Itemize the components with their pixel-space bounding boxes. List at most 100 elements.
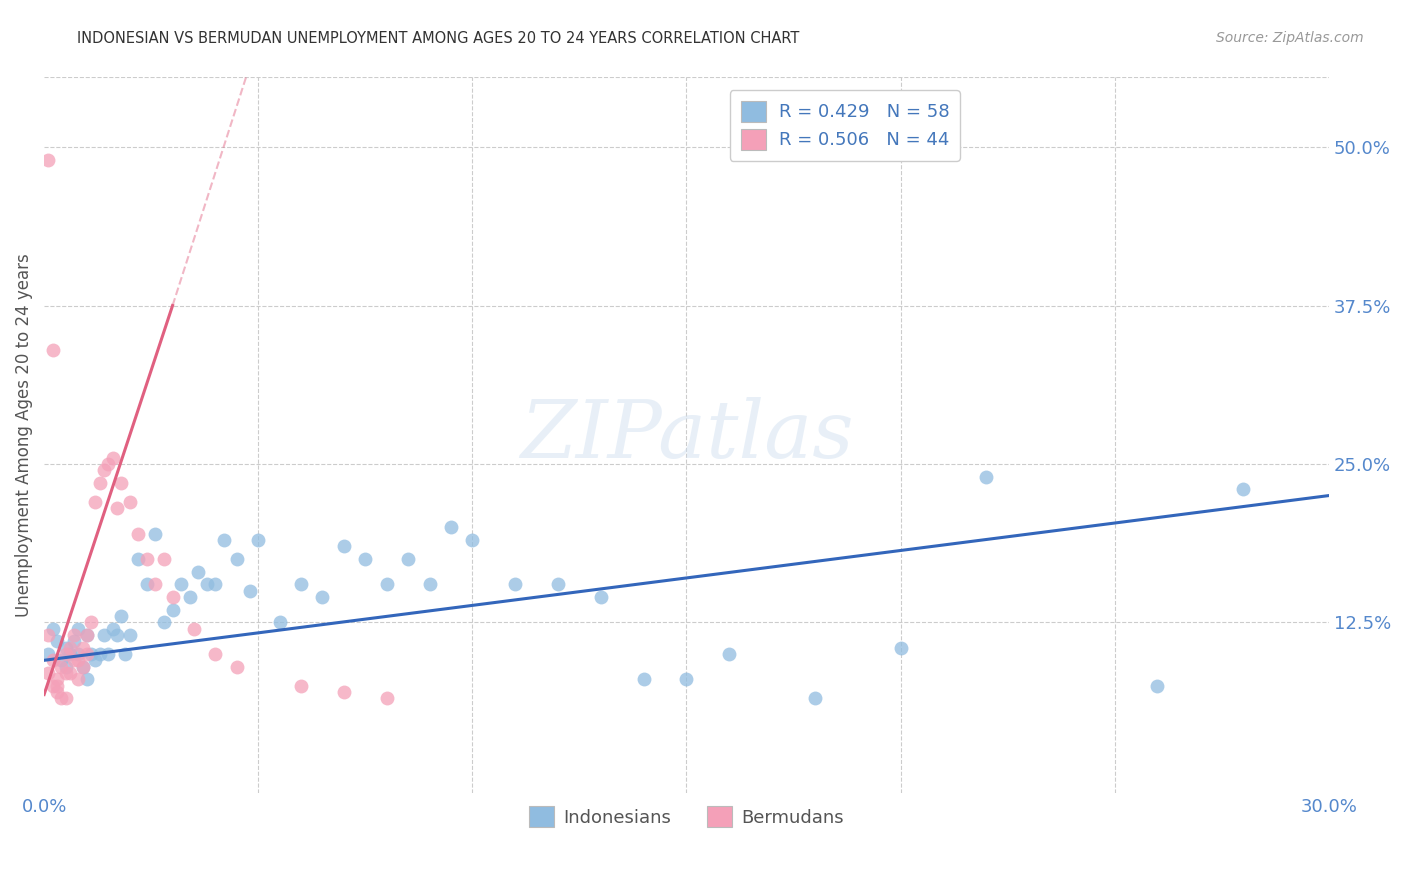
Point bbox=[37, 628, 59, 642]
Point bbox=[162, 590, 184, 604]
Point bbox=[97, 647, 120, 661]
Point bbox=[72, 659, 94, 673]
Point bbox=[187, 565, 209, 579]
Point bbox=[195, 577, 218, 591]
Point bbox=[145, 577, 167, 591]
Point bbox=[97, 457, 120, 471]
Point bbox=[440, 520, 463, 534]
Text: ZIPatlas: ZIPatlas bbox=[520, 397, 853, 475]
Point bbox=[46, 634, 69, 648]
Point bbox=[547, 577, 569, 591]
Point bbox=[204, 647, 226, 661]
Point bbox=[41, 343, 63, 357]
Text: Source: ZipAtlas.com: Source: ZipAtlas.com bbox=[1216, 31, 1364, 45]
Point bbox=[153, 552, 176, 566]
Point bbox=[110, 609, 132, 624]
Point bbox=[89, 647, 111, 661]
Point bbox=[105, 628, 128, 642]
Point bbox=[127, 526, 149, 541]
Legend: Indonesians, Bermudans: Indonesians, Bermudans bbox=[522, 799, 851, 834]
Point bbox=[162, 602, 184, 616]
Point bbox=[41, 679, 63, 693]
Point bbox=[37, 153, 59, 167]
Point bbox=[225, 659, 247, 673]
Point bbox=[55, 640, 77, 655]
Point bbox=[51, 653, 73, 667]
Point bbox=[239, 583, 262, 598]
Point bbox=[41, 622, 63, 636]
Point bbox=[59, 665, 82, 680]
Point bbox=[46, 673, 69, 687]
Point bbox=[55, 659, 77, 673]
Point bbox=[290, 679, 312, 693]
Point bbox=[72, 640, 94, 655]
Point bbox=[63, 653, 86, 667]
Point bbox=[179, 590, 201, 604]
Point bbox=[84, 495, 107, 509]
Point bbox=[46, 685, 69, 699]
Point bbox=[89, 475, 111, 490]
Point bbox=[375, 691, 398, 706]
Point bbox=[290, 577, 312, 591]
Point bbox=[589, 590, 612, 604]
Point bbox=[212, 533, 235, 547]
Point bbox=[269, 615, 291, 630]
Point bbox=[974, 469, 997, 483]
Point bbox=[114, 647, 136, 661]
Point bbox=[153, 615, 176, 630]
Point bbox=[804, 691, 827, 706]
Point bbox=[76, 628, 98, 642]
Point bbox=[118, 495, 141, 509]
Point bbox=[37, 647, 59, 661]
Text: INDONESIAN VS BERMUDAN UNEMPLOYMENT AMONG AGES 20 TO 24 YEARS CORRELATION CHART: INDONESIAN VS BERMUDAN UNEMPLOYMENT AMON… bbox=[77, 31, 800, 46]
Point bbox=[63, 628, 86, 642]
Point bbox=[59, 640, 82, 655]
Point bbox=[80, 647, 103, 661]
Point bbox=[503, 577, 526, 591]
Point bbox=[225, 552, 247, 566]
Point bbox=[67, 622, 90, 636]
Point bbox=[63, 634, 86, 648]
Y-axis label: Unemployment Among Ages 20 to 24 years: Unemployment Among Ages 20 to 24 years bbox=[15, 253, 32, 617]
Point bbox=[333, 539, 356, 553]
Point bbox=[55, 691, 77, 706]
Point bbox=[633, 673, 655, 687]
Point bbox=[718, 647, 741, 661]
Point bbox=[41, 653, 63, 667]
Point bbox=[51, 659, 73, 673]
Point bbox=[247, 533, 270, 547]
Point bbox=[204, 577, 226, 591]
Point bbox=[145, 526, 167, 541]
Point bbox=[101, 622, 124, 636]
Point bbox=[84, 653, 107, 667]
Point bbox=[461, 533, 484, 547]
Point bbox=[396, 552, 419, 566]
Point bbox=[93, 628, 115, 642]
Point bbox=[72, 659, 94, 673]
Point bbox=[76, 673, 98, 687]
Point bbox=[80, 615, 103, 630]
Point bbox=[67, 653, 90, 667]
Point bbox=[118, 628, 141, 642]
Point bbox=[93, 463, 115, 477]
Point bbox=[127, 552, 149, 566]
Point bbox=[354, 552, 377, 566]
Point bbox=[311, 590, 333, 604]
Point bbox=[67, 647, 90, 661]
Point bbox=[1146, 679, 1168, 693]
Point bbox=[1232, 482, 1254, 496]
Point bbox=[105, 501, 128, 516]
Point bbox=[183, 622, 205, 636]
Point bbox=[76, 647, 98, 661]
Point bbox=[333, 685, 356, 699]
Point bbox=[890, 640, 912, 655]
Point bbox=[55, 647, 77, 661]
Point bbox=[37, 665, 59, 680]
Point bbox=[418, 577, 440, 591]
Point bbox=[170, 577, 193, 591]
Point bbox=[55, 665, 77, 680]
Point bbox=[110, 475, 132, 490]
Point bbox=[675, 673, 697, 687]
Point bbox=[67, 673, 90, 687]
Point bbox=[375, 577, 398, 591]
